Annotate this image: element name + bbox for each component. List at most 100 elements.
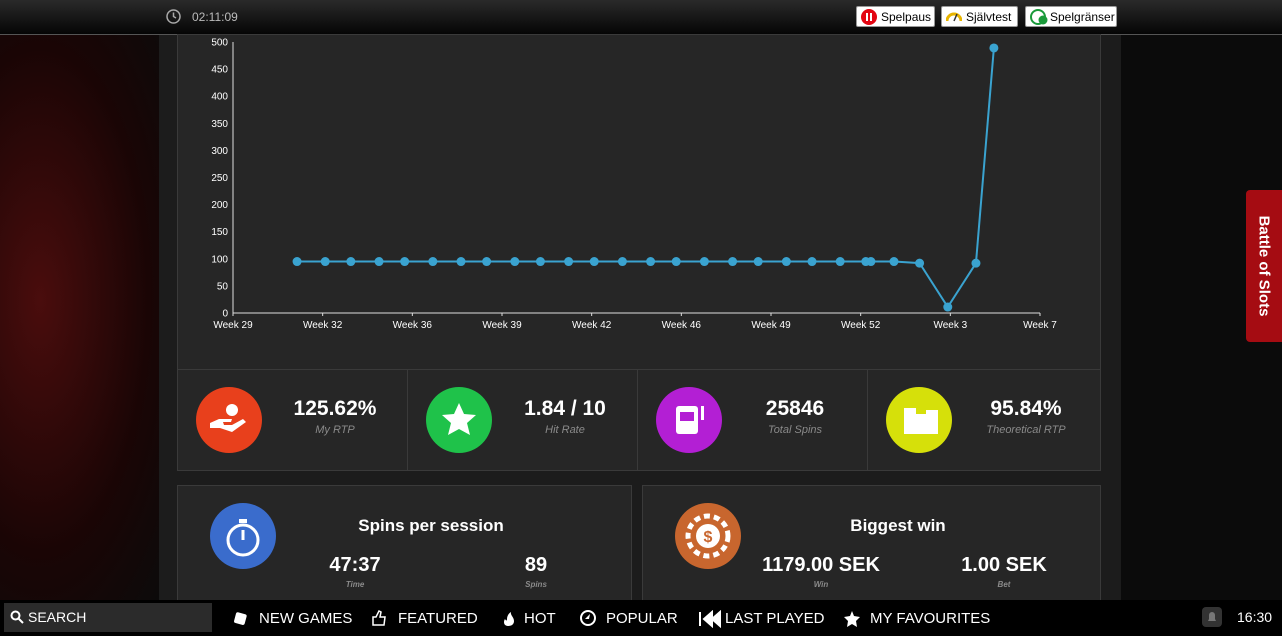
section-label: Win — [813, 580, 829, 589]
button-label: Spelpaus — [881, 10, 932, 24]
data-point — [889, 257, 899, 267]
search-label: SEARCH — [28, 609, 87, 625]
data-point — [989, 43, 999, 53]
spelgranser-button[interactable]: Spelgränser — [1025, 6, 1117, 27]
x-tick-label: Week 3 — [933, 320, 967, 331]
x-tick-label: Week 32 — [303, 320, 343, 331]
data-point — [835, 257, 845, 267]
data-point — [728, 257, 738, 267]
nav-item[interactable]: LAST PLAYED — [725, 610, 825, 627]
data-point — [482, 257, 492, 267]
button-label: Spelgränser — [1050, 10, 1115, 24]
nav-item[interactable]: POPULAR — [606, 610, 678, 627]
stat-label: Total Spins — [767, 424, 823, 436]
y-tick-label: 150 — [211, 227, 228, 238]
chart-panel: 0 50 100 150 200 250 300 350 400 450 500 Week 29 Wee… — [177, 34, 1101, 370]
x-tick-label: Week 52 — [841, 320, 881, 331]
data-point — [699, 257, 709, 267]
clock-icon — [166, 9, 181, 24]
stat-value: 125.62% — [293, 397, 377, 420]
section-title: Spins per session — [358, 516, 504, 535]
button-label: Självtest — [966, 10, 1012, 24]
bottom-nav — [0, 600, 1282, 636]
section-title: Biggest win — [850, 516, 946, 535]
x-tick-label: Week 49 — [751, 320, 791, 331]
y-tick-label: 50 — [217, 281, 229, 292]
section-label: Spins — [525, 580, 547, 589]
y-tick-label: 250 — [211, 173, 228, 184]
data-point — [400, 257, 410, 267]
data-point — [589, 257, 599, 267]
data-point — [943, 302, 953, 312]
y-tick-label: 0 — [222, 309, 228, 320]
line-chart: 0 50 100 150 200 250 300 350 400 450 500 Week 29 Wee… — [211, 38, 1057, 332]
stat-label: Theoretical RTP — [986, 424, 1066, 436]
data-point — [374, 257, 384, 267]
x-tick-label: Week 7 — [1023, 320, 1057, 331]
x-tick-label: Week 29 — [213, 320, 253, 331]
data-point — [510, 257, 520, 267]
y-tick-label: 400 — [211, 92, 228, 103]
data-point — [915, 258, 925, 268]
nav-item[interactable]: MY FAVOURITES — [870, 610, 991, 627]
stat-label: Hit Rate — [545, 424, 585, 436]
section-icons: $ — [210, 503, 741, 569]
data-point — [535, 257, 545, 267]
data-point — [564, 257, 574, 267]
stat-icons — [196, 387, 952, 453]
x-tick-label: Week 36 — [393, 320, 433, 331]
data-point — [346, 257, 356, 267]
divider — [407, 370, 408, 470]
y-tick-label: 350 — [211, 119, 228, 130]
nav-item[interactable]: NEW GAMES — [259, 610, 353, 627]
section-label: Bet — [997, 580, 1011, 589]
tab-label: Battle of Slots — [1255, 215, 1273, 317]
section-label: Time — [345, 580, 365, 589]
data-point — [646, 257, 656, 267]
data-point — [866, 257, 876, 267]
section-value: 47:37 — [329, 554, 381, 576]
stat-label: My RTP — [315, 424, 355, 436]
data-line — [297, 47, 995, 309]
y-tick-label: 300 — [211, 146, 228, 157]
session-clock: 02:11:09 — [192, 10, 238, 24]
x-tick-label: Week 42 — [572, 320, 612, 331]
section-value: 1179.00 SEK — [762, 554, 880, 576]
x-tick-label: Week 39 — [482, 320, 522, 331]
stat-value: 25846 — [765, 397, 825, 420]
local-clock: 16:30 — [1237, 609, 1273, 625]
data-point — [971, 258, 981, 268]
data-point — [617, 257, 627, 267]
data-point — [807, 257, 817, 267]
data-point — [456, 257, 466, 267]
nav-item[interactable]: HOT — [524, 610, 556, 627]
divider — [867, 370, 868, 470]
y-tick-label: 500 — [211, 38, 228, 49]
top-bar: 02:11:09 Spelpaus Självtest Spelgränser — [0, 0, 1282, 35]
nav-item[interactable]: FEATURED — [398, 610, 478, 627]
battle-of-slots-tab[interactable]: Battle of Slots — [1246, 190, 1282, 342]
data-point — [320, 257, 330, 267]
section-value: 1.00 SEK — [961, 554, 1047, 576]
sjalvtest-button[interactable]: Självtest — [941, 6, 1018, 27]
section-value: 89 — [524, 554, 548, 576]
nav-icons — [234, 610, 860, 628]
data-point — [781, 257, 791, 267]
y-tick-label: 450 — [211, 65, 228, 76]
data-point — [292, 257, 302, 267]
stat-value: 1.84 / 10 — [524, 397, 606, 420]
spelpaus-button[interactable]: Spelpaus — [856, 6, 935, 27]
svg-text:$: $ — [704, 529, 713, 546]
x-tick-label: Week 46 — [662, 320, 702, 331]
notification-button[interactable] — [1202, 607, 1222, 627]
data-point — [428, 257, 438, 267]
y-tick-label: 200 — [211, 200, 228, 211]
data-point — [753, 257, 763, 267]
y-tick-label: 100 — [211, 254, 228, 265]
search-box[interactable]: SEARCH — [4, 603, 212, 632]
data-point — [671, 257, 681, 267]
divider — [637, 370, 638, 470]
stat-value: 95.84% — [990, 397, 1062, 420]
